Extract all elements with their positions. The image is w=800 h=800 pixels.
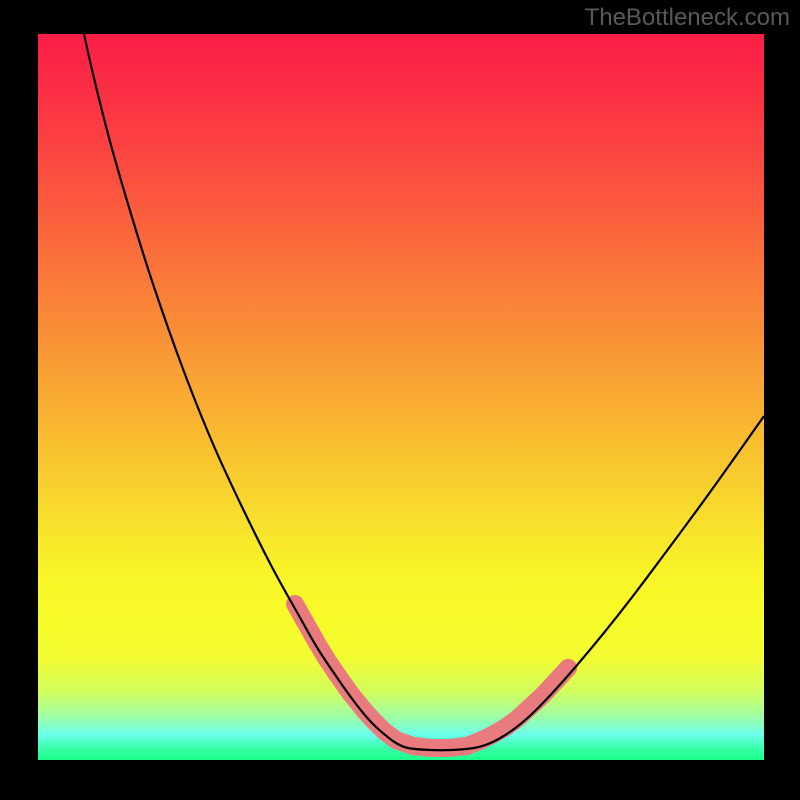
bottleneck-curve <box>84 34 764 750</box>
watermark-text: TheBottleneck.com <box>585 4 790 32</box>
curve-layer <box>38 34 764 760</box>
chart-plot-area <box>38 34 764 760</box>
